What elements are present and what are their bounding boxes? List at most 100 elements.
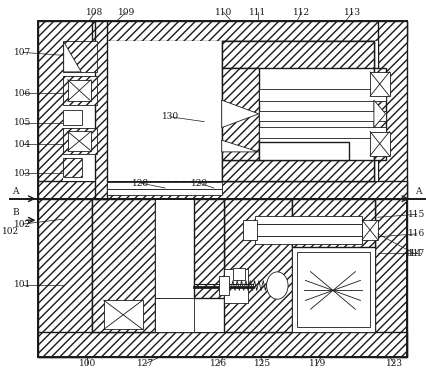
Text: 110: 110 [215, 8, 232, 17]
Bar [218, 276, 228, 295]
Bar [291, 199, 374, 248]
Text: 100: 100 [78, 359, 95, 368]
Bar [258, 111, 385, 121]
Bar [38, 199, 406, 357]
Bar [291, 199, 374, 248]
Text: 127: 127 [137, 359, 154, 368]
Polygon shape [373, 100, 385, 128]
Text: 101: 101 [14, 280, 31, 289]
Bar [233, 268, 245, 280]
Bar [106, 189, 221, 195]
Bar [258, 90, 385, 101]
Bar [155, 298, 194, 332]
Bar [92, 199, 155, 332]
Text: 116: 116 [407, 230, 424, 238]
Bar [63, 110, 82, 125]
Text: 112: 112 [293, 8, 310, 17]
Bar [194, 199, 223, 298]
Bar [221, 160, 373, 181]
Bar [106, 182, 221, 189]
Bar [38, 181, 406, 199]
Text: 117: 117 [407, 249, 424, 258]
Text: 129: 129 [190, 178, 207, 188]
Text: 107: 107 [14, 48, 31, 57]
Text: 102: 102 [2, 227, 19, 236]
Bar [373, 68, 385, 160]
Bar [223, 199, 291, 332]
Text: 102: 102 [14, 220, 31, 229]
Bar [221, 40, 373, 181]
Bar [221, 68, 258, 160]
Bar [38, 199, 92, 357]
Bar [254, 236, 361, 244]
Bar [38, 21, 92, 199]
Bar [221, 40, 373, 68]
Text: 123: 123 [385, 359, 402, 368]
Text: 104: 104 [14, 140, 31, 148]
Bar [104, 300, 142, 330]
Bar [95, 21, 106, 199]
Bar [63, 40, 97, 72]
Bar [92, 199, 155, 332]
Bar [373, 68, 385, 160]
Text: 130: 130 [161, 112, 178, 121]
Bar [374, 199, 406, 357]
Bar [63, 158, 82, 177]
Bar [63, 129, 97, 154]
Bar [254, 224, 361, 236]
Text: A: A [12, 187, 19, 196]
Polygon shape [221, 100, 258, 128]
Bar [223, 199, 291, 332]
Polygon shape [221, 140, 258, 152]
Bar [95, 21, 106, 199]
Bar [377, 21, 406, 199]
Bar [38, 21, 92, 199]
Bar [63, 40, 377, 181]
Bar [223, 269, 248, 303]
Bar [291, 199, 374, 332]
Bar [67, 131, 91, 151]
Bar [369, 132, 389, 156]
Bar [374, 199, 406, 357]
Text: 126: 126 [210, 359, 227, 368]
Text: 119: 119 [308, 359, 325, 368]
Text: 103: 103 [14, 169, 31, 178]
Bar [38, 332, 406, 357]
Text: 115: 115 [407, 210, 425, 219]
Bar [221, 40, 373, 68]
Bar [221, 68, 258, 160]
Text: 111: 111 [249, 8, 266, 17]
Bar [92, 199, 374, 332]
Text: A: A [414, 187, 420, 196]
Bar [63, 76, 97, 105]
Bar [258, 142, 348, 160]
Text: B: B [12, 208, 19, 217]
Text: 125: 125 [253, 359, 271, 368]
Bar [38, 21, 406, 40]
Bar [38, 21, 406, 40]
Bar [63, 76, 97, 105]
Text: 128: 128 [132, 178, 149, 188]
Text: 105: 105 [14, 118, 32, 127]
Bar [296, 252, 369, 327]
Bar [38, 332, 406, 357]
Bar [361, 220, 377, 240]
Text: 106: 106 [14, 89, 31, 98]
Bar [63, 40, 97, 72]
Bar [254, 216, 361, 224]
Bar [38, 199, 92, 357]
Bar [377, 21, 406, 199]
Text: 108: 108 [86, 8, 103, 17]
Text: 109: 109 [117, 8, 135, 17]
Bar [221, 160, 373, 181]
Polygon shape [63, 42, 81, 72]
Text: 113: 113 [343, 8, 360, 17]
Bar [155, 199, 194, 298]
Bar [258, 126, 385, 138]
Bar [194, 199, 223, 298]
Text: 114: 114 [404, 249, 422, 258]
Ellipse shape [266, 272, 288, 299]
Bar [38, 181, 406, 199]
Bar [243, 220, 256, 240]
Bar [63, 158, 82, 177]
